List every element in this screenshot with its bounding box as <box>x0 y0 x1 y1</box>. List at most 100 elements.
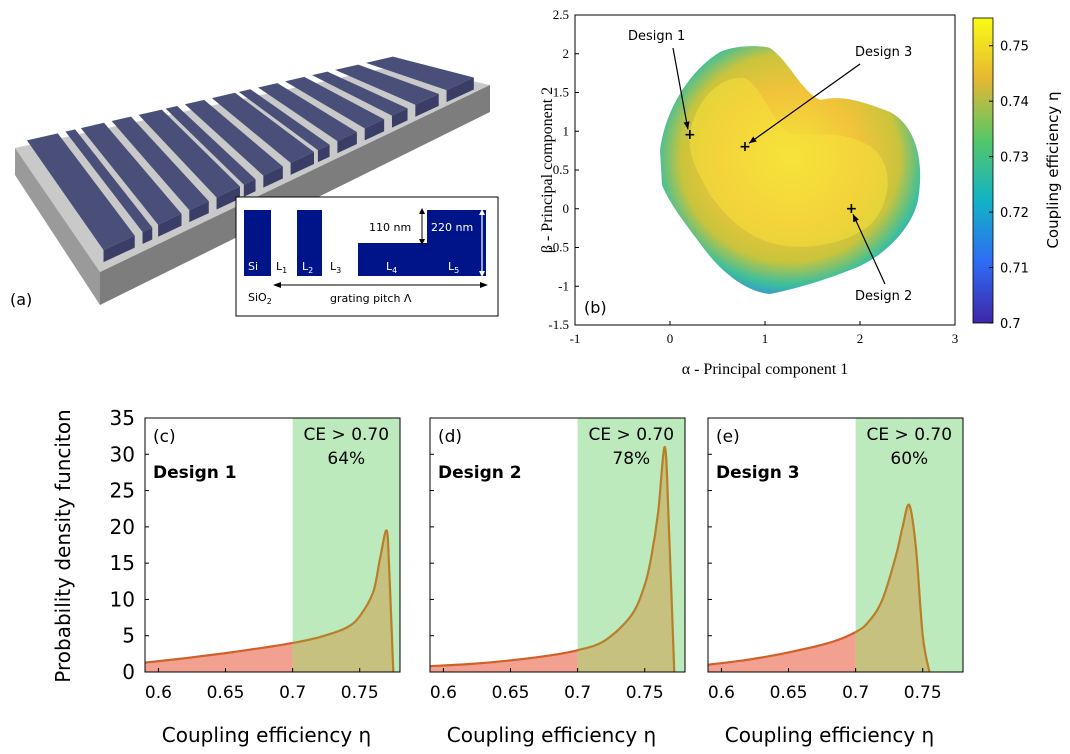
inset-l4: L4 <box>386 260 397 275</box>
heatmap-hotspot <box>689 77 888 247</box>
grating-tooth-top <box>111 116 209 211</box>
pdf-axes <box>144 417 401 673</box>
arrowhead <box>479 271 485 277</box>
grating-tooth-top <box>238 89 330 151</box>
pdf-panel: 0.6 0.65 0.7 0.75 (c) Design 1 CE > 0.70 64% Cou… <box>144 417 401 747</box>
arrowhead <box>419 239 425 245</box>
grating-tooth-top <box>365 56 474 91</box>
panel-b-ylabel: β - Principal component 2 <box>539 87 556 253</box>
inset-tooth-2 <box>297 210 322 276</box>
x-tick-label: 0.7 <box>279 683 306 703</box>
x-axis-label: Coupling efficiency η <box>447 723 656 747</box>
pdf-fill-below-threshold <box>708 632 856 672</box>
pdf-axes <box>707 417 964 673</box>
grating-tooth-front <box>103 235 135 263</box>
panel-a <box>15 56 490 305</box>
y-tick-label: 0 <box>122 660 135 684</box>
inset-tooth-1 <box>244 210 271 276</box>
design-annotation-label: Design 1 <box>628 29 685 44</box>
grating-tooth-top <box>258 83 357 142</box>
grating-tooth-front <box>243 179 256 197</box>
inset-l5: L5 <box>448 260 459 275</box>
threshold-label: CE > 0.70 <box>867 425 953 445</box>
panel-b-label: (b) <box>584 298 607 317</box>
pdf-curve <box>292 529 395 672</box>
colorbar-tick-label: 0.7 <box>1000 317 1021 332</box>
x-tick-label: 0.6 <box>145 683 172 703</box>
percent-label: 64% <box>327 449 365 469</box>
panel-b-annotations: + Design 1 + Design 3 + Design 2 <box>628 29 912 304</box>
design-title: Design 1 <box>153 463 237 483</box>
pdf-axes <box>429 417 686 673</box>
x-tick-label: 0.65 <box>770 683 808 703</box>
panel-label: (e) <box>716 427 740 447</box>
grating-tooth-front <box>263 166 283 188</box>
colorbar-label: Coupling efficiency η <box>1044 91 1062 248</box>
x-tick-label: 0.6 <box>430 683 457 703</box>
arrowhead <box>479 209 485 215</box>
y-tick-label: 10 <box>110 587 135 611</box>
arrowhead <box>273 282 281 288</box>
inset-sio2: SiO2 <box>248 291 272 306</box>
x-tick-label: 2 <box>857 331 864 346</box>
panel-a-inset: Si L1 L2 L3 L4 L5 110 nm 220 nm SiO2 gra… <box>235 196 499 317</box>
grating-tooth-front <box>142 227 153 244</box>
annotation-arrow <box>748 63 861 144</box>
panel-b: -1 0 1 2 3-1.5-1-0.500.511.522.5 +Design 1+D… <box>539 7 1062 378</box>
x-tick-label: -1 <box>570 331 581 346</box>
x-tick-label: 1 <box>762 331 769 346</box>
grating-tooth-top <box>285 76 385 129</box>
grating-tooth-top <box>211 92 315 163</box>
grating-tooth-front <box>189 201 209 223</box>
colorbar-tick-label: 0.71 <box>1000 262 1029 277</box>
arrowhead <box>419 208 425 214</box>
design-title: Design 3 <box>716 463 800 483</box>
x-tick-label: 0.75 <box>626 683 664 703</box>
grating-teeth <box>26 56 474 263</box>
grating-tooth-top <box>26 133 135 251</box>
design-title: Design 2 <box>438 463 522 483</box>
grating-tooth-top <box>80 122 182 225</box>
pdf-panel: 0.6 0.65 0.7 0.75 (d) Design 2 CE > 0.70 78% Cou… <box>429 417 686 747</box>
y-tick-label: 0 <box>563 201 570 216</box>
pdf-curve <box>855 503 931 672</box>
annotation-arrow <box>672 47 689 130</box>
pdf-curve <box>577 445 676 672</box>
grating-tooth-front <box>446 77 474 103</box>
y-tick-label: 2.5 <box>553 7 569 22</box>
x-tick-label: 0.65 <box>207 683 245 703</box>
colorbar-ticks: 0.7 0.71 0.72 0.73 0.74 0.75 <box>989 40 1029 332</box>
y-tick-label: 1.5 <box>553 85 569 100</box>
percent-label: 78% <box>612 449 650 469</box>
annotation-arrowhead <box>853 214 859 223</box>
pdf-fill-above-threshold <box>855 504 930 672</box>
panel-b-xlabel: α - Principal component 1 <box>682 361 849 378</box>
threshold-label: CE > 0.70 <box>589 425 675 445</box>
bottom-panels: 0.6 0.65 0.7 0.75 (c) Design 1 CE > 0.70 64% Cou… <box>144 417 964 747</box>
y-tick-label: 20 <box>110 515 135 539</box>
grating-tooth-top <box>312 71 408 116</box>
pdf-curve <box>708 630 856 666</box>
panel-b-ticks: -1 0 1 2 3-1.5-1-0.500.511.522.5 <box>548 7 958 346</box>
x-tick-label: 0.6 <box>708 683 735 703</box>
arrowhead <box>480 282 488 288</box>
design-marker: + <box>846 201 858 217</box>
y-tick-label: -1.5 <box>548 317 569 332</box>
y-tick-label: 30 <box>110 442 135 466</box>
y-tick-label: 0.5 <box>553 162 569 177</box>
panel-a-label: (a) <box>10 290 32 309</box>
inset-pitch-label: grating pitch Λ <box>330 292 412 305</box>
design-annotation-label: Design 3 <box>855 45 912 60</box>
pdf-curve <box>145 641 293 664</box>
x-tick-label: 0 <box>667 331 674 346</box>
bottom-yticks: 0 5 10 15 20 25 30 35 <box>110 406 135 684</box>
threshold-label: CE > 0.70 <box>304 425 390 445</box>
x-tick-label: 0.65 <box>492 683 530 703</box>
bottom-ylabel: Probability density funciton <box>51 409 75 682</box>
pdf-curve <box>430 649 578 668</box>
y-tick-label: -1 <box>558 278 569 293</box>
grating-tooth-front <box>337 131 357 154</box>
inset-l1: L1 <box>276 260 287 275</box>
y-tick-label: 1 <box>563 123 570 138</box>
